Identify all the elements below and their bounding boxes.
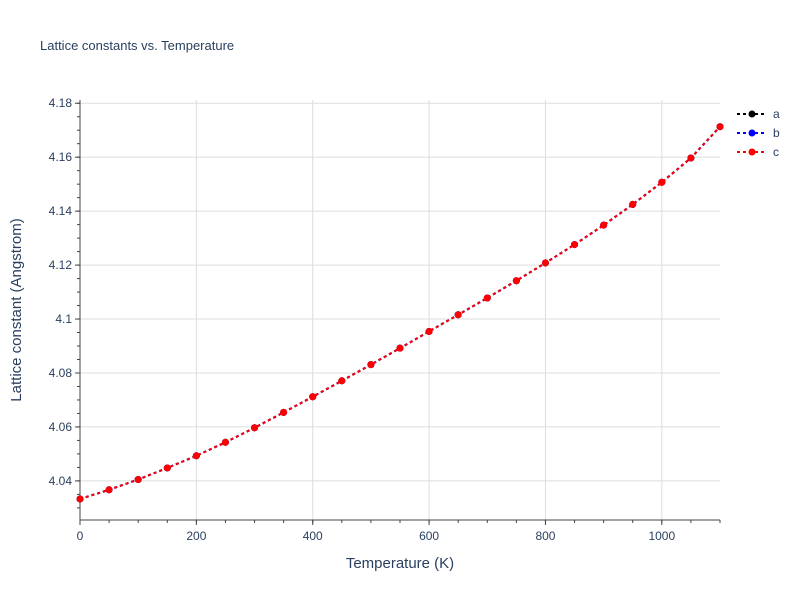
data-point-c <box>512 277 520 285</box>
legend-item-c[interactable]: c <box>737 145 779 159</box>
y-tick-label: 4.06 <box>49 420 73 434</box>
data-point-c <box>396 344 404 352</box>
data-point-c <box>600 221 608 229</box>
legend-label-b: b <box>773 126 780 140</box>
x-tick-label: 200 <box>186 529 206 543</box>
grid-layer <box>79 100 720 520</box>
data-point-c <box>541 259 549 267</box>
y-tick-label: 4.18 <box>49 96 73 110</box>
legend-marker-a <box>748 110 756 118</box>
data-point-c <box>367 361 375 369</box>
y-tick-label: 4.04 <box>49 474 73 488</box>
x-tick-label: 0 <box>77 529 84 543</box>
legend-marker-c <box>748 148 756 156</box>
x-tick-label: 600 <box>419 529 439 543</box>
legend[interactable]: abc <box>737 107 780 159</box>
series-layer <box>76 123 724 503</box>
y-tick-label: 4.14 <box>49 204 73 218</box>
y-tick-label: 4.12 <box>49 258 73 272</box>
data-point-c <box>571 241 579 249</box>
data-point-c <box>192 452 200 460</box>
legend-item-a[interactable]: a <box>737 107 780 121</box>
data-point-c <box>425 327 433 335</box>
y-axis-title: Lattice constant (Angstrom) <box>8 218 25 401</box>
data-point-c <box>687 154 695 162</box>
data-point-c <box>280 408 288 416</box>
data-point-c <box>251 424 259 432</box>
data-point-c <box>105 486 113 494</box>
data-point-c <box>134 476 142 484</box>
chart-title: Lattice constants vs. Temperature <box>40 38 234 53</box>
data-point-c <box>716 123 724 131</box>
data-point-c <box>309 393 317 401</box>
data-point-c <box>163 464 171 472</box>
legend-item-b[interactable]: b <box>737 126 780 140</box>
y-tick-label: 4.1 <box>55 312 72 326</box>
data-point-c <box>483 294 491 302</box>
x-tick-label: 400 <box>303 529 323 543</box>
x-axis-title: Temperature (K) <box>346 555 454 572</box>
legend-label-c: c <box>773 145 779 159</box>
data-point-c <box>76 495 84 503</box>
x-tick-label: 800 <box>535 529 555 543</box>
legend-label-a: a <box>773 107 780 121</box>
data-point-c <box>338 377 346 385</box>
data-point-c <box>658 178 666 186</box>
y-tick-label: 4.16 <box>49 150 73 164</box>
data-point-c <box>629 200 637 208</box>
axes-layer: 0 200 400 600 800 1000 4.04 4.06 4.08 4.1 4.12 4.14… <box>49 96 721 543</box>
x-tick-label: 1000 <box>648 529 675 543</box>
data-point-c <box>221 438 229 446</box>
data-point-c <box>454 311 462 319</box>
legend-marker-b <box>748 129 756 137</box>
y-tick-label: 4.08 <box>49 366 73 380</box>
